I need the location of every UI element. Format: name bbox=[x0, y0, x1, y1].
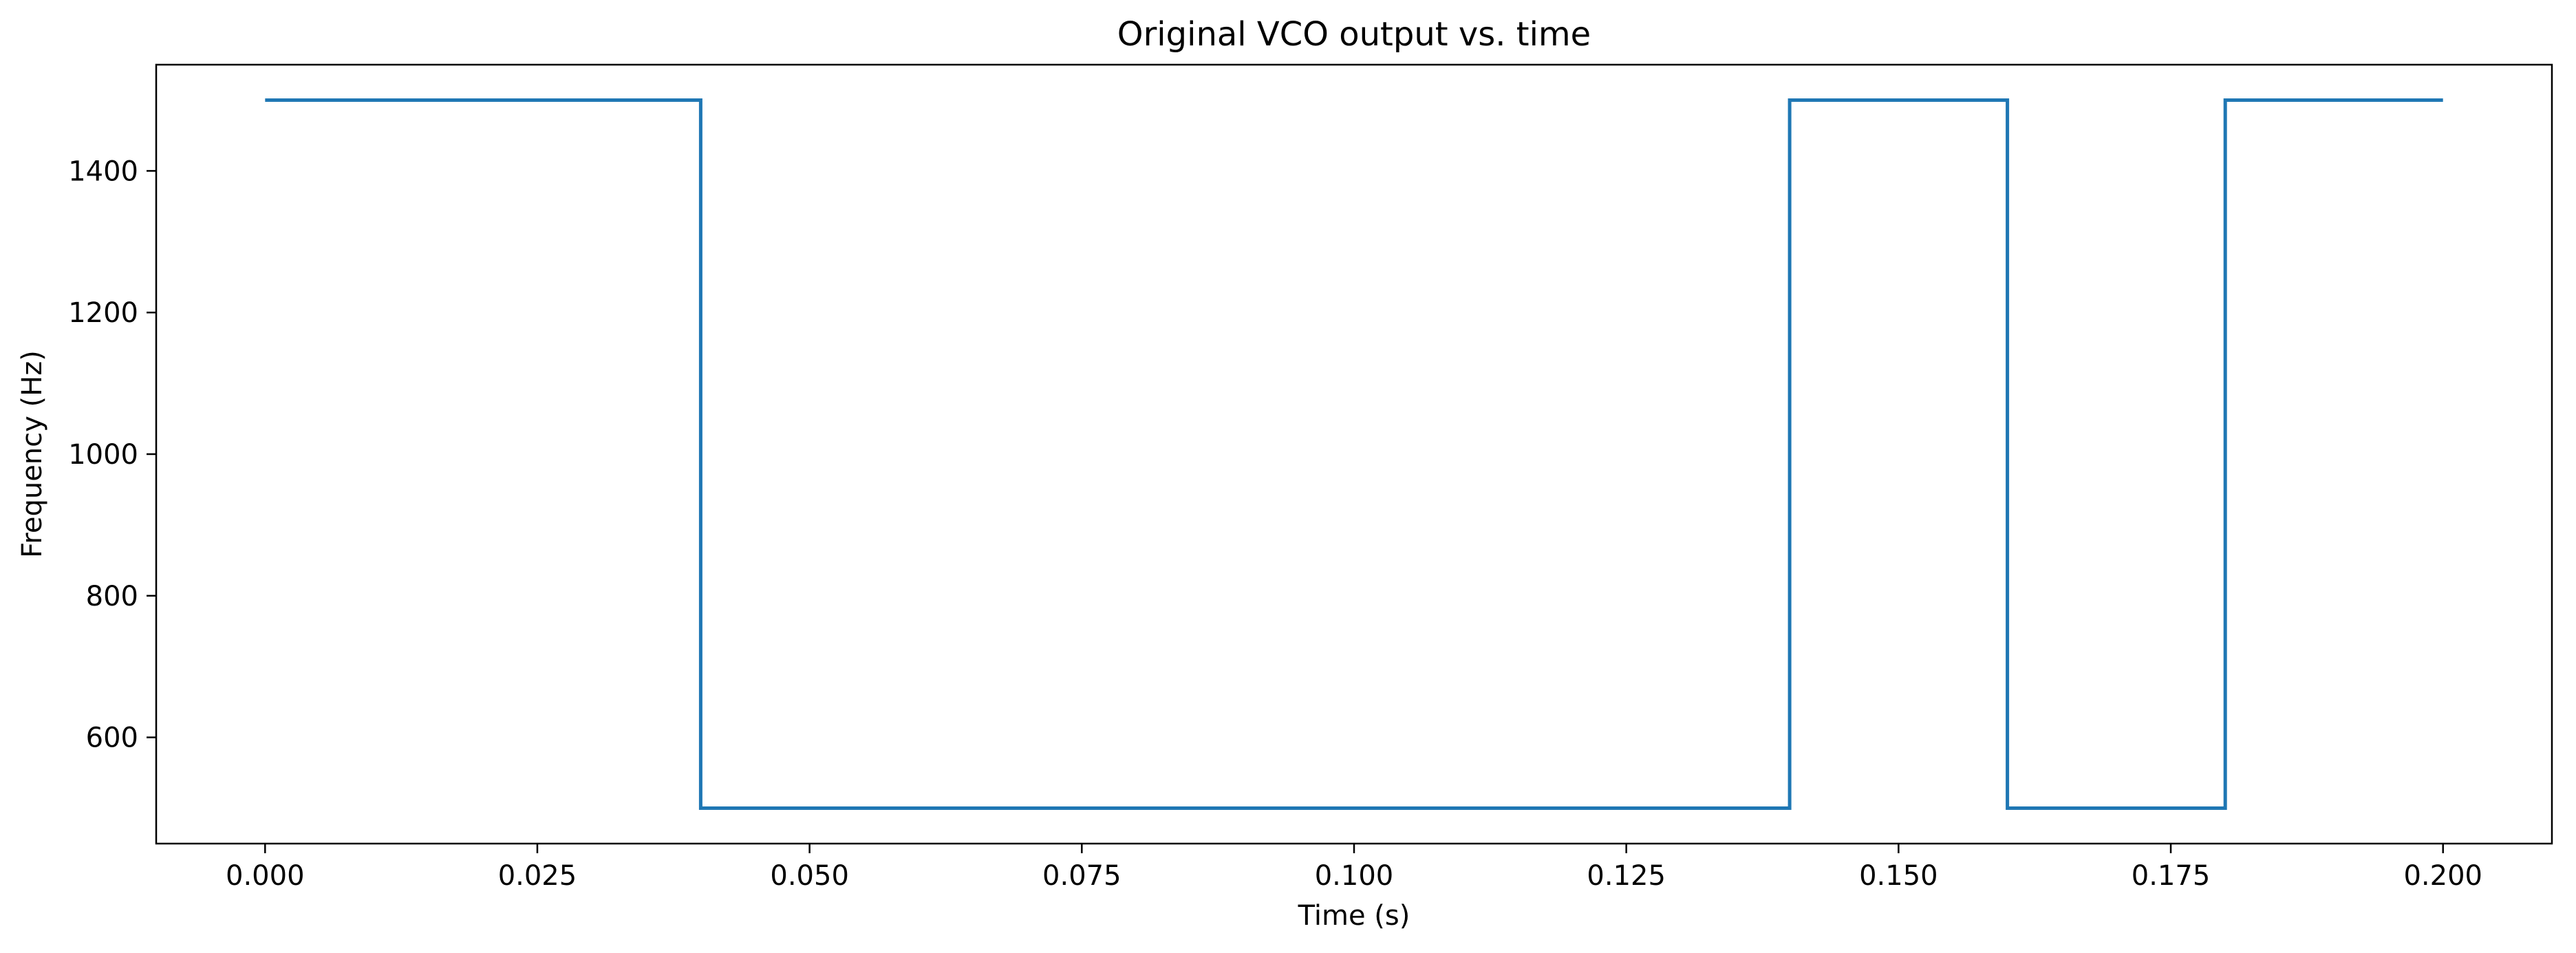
y-tick-label: 1200 bbox=[68, 297, 138, 329]
y-tick-label: 800 bbox=[86, 581, 138, 612]
x-tick-label: 0.025 bbox=[498, 860, 577, 892]
x-tick-label: 0.150 bbox=[1859, 860, 1938, 892]
x-tick-label: 0.000 bbox=[226, 860, 305, 892]
x-tick-label: 0.125 bbox=[1587, 860, 1666, 892]
x-tick-label: 0.050 bbox=[770, 860, 849, 892]
x-tick-label: 0.200 bbox=[2403, 860, 2482, 892]
y-tick-label: 1000 bbox=[68, 439, 138, 471]
y-tick-label: 600 bbox=[86, 722, 138, 754]
chart-title: Original VCO output vs. time bbox=[1117, 15, 1591, 54]
x-tick-label: 0.075 bbox=[1042, 860, 1121, 892]
y-axis: 600 800 1000 1200 1400 bbox=[68, 156, 156, 754]
plot-frame bbox=[155, 63, 2553, 845]
x-tick-label: 0.175 bbox=[2132, 860, 2211, 892]
y-tick-label: 1400 bbox=[68, 156, 138, 187]
x-axis: 0.000 0.025 0.050 0.075 0.100 0.125 0.150 0.175… bbox=[226, 844, 2482, 892]
x-tick-label: 0.100 bbox=[1315, 860, 1394, 892]
series-line-0 bbox=[265, 98, 2443, 810]
x-axis-label: Time (s) bbox=[1298, 900, 1410, 932]
y-axis-label: Frequency (Hz) bbox=[17, 350, 48, 558]
plot-area bbox=[265, 98, 2443, 810]
